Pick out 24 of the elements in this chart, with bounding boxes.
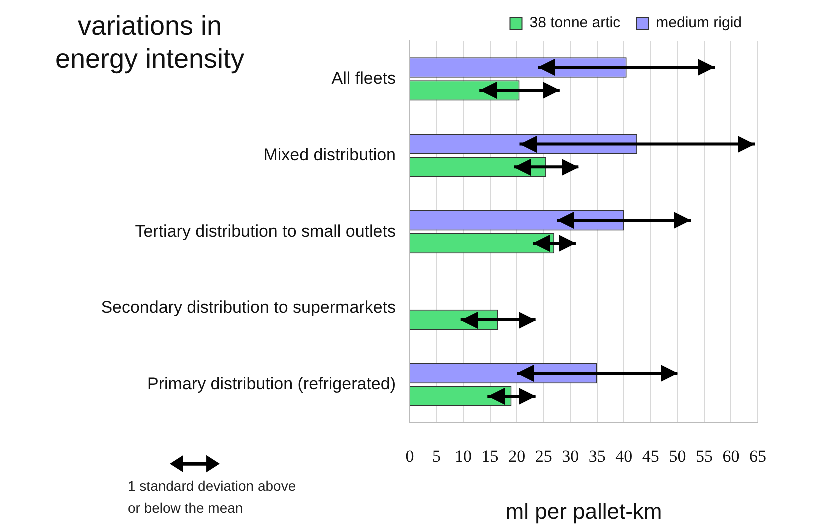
x-tick-label: 40 [616, 446, 633, 466]
text: variations in energy intensity [54, 10, 246, 76]
x-tick-label: 0 [406, 446, 414, 466]
x-tick-label: 15 [482, 446, 499, 466]
legend-label: medium rigid [656, 14, 742, 32]
x-tick-label: 25 [535, 446, 552, 466]
y-tick-label: Primary distribution (refrigerated) [148, 374, 396, 394]
y-tick-label: Secondary distribution to supermarkets [101, 298, 396, 318]
x-tick-label: 5 [432, 446, 442, 466]
x-tick-label: 30 [562, 446, 580, 466]
text: 1 standard deviation above or below the mean [128, 477, 298, 518]
y-tick-label: Tertiary distribution to small outlets [135, 222, 396, 241]
y-tick-label: All fleets [332, 68, 396, 88]
x-tick-label: 55 [696, 446, 713, 466]
x-tick-label: 65 [750, 446, 766, 466]
x-axis-title: ml per pallet-km [506, 498, 662, 524]
x-tick-label: 10 [455, 446, 472, 466]
x-tick-label: 35 [588, 446, 606, 466]
y-tick-label: Mixed distribution [264, 145, 396, 164]
legend-label: 38 tonne artic [530, 14, 622, 32]
x-tick-label: 45 [642, 446, 660, 466]
x-tick-label: 20 [508, 446, 526, 466]
x-tick-label: 60 [722, 446, 740, 466]
x-tick-label: 50 [669, 446, 686, 466]
